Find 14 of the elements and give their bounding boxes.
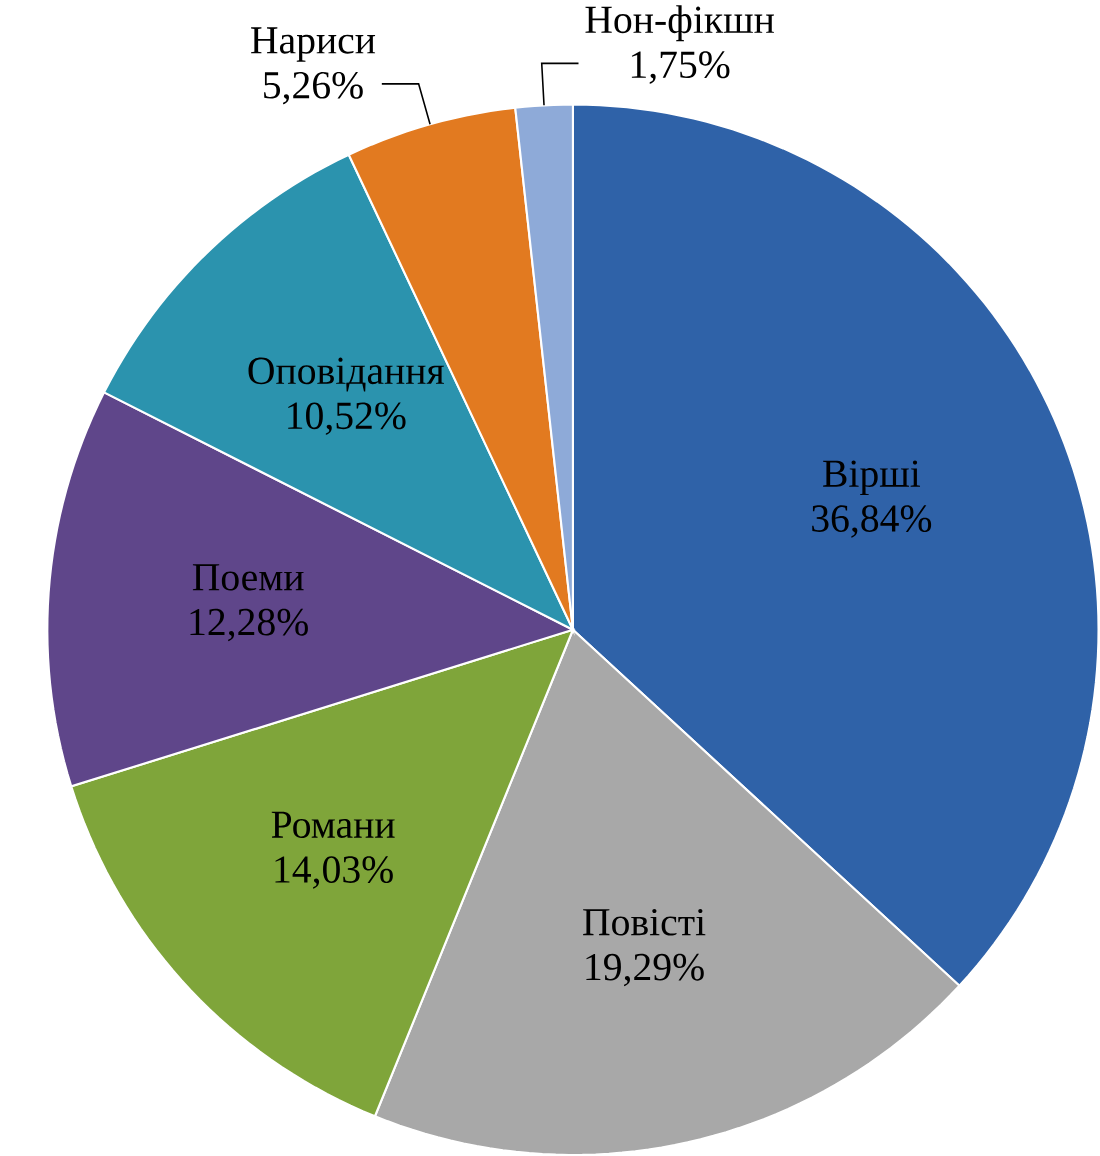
data-label: 36,84% xyxy=(812,505,932,538)
data-label: 19,29% xyxy=(586,953,705,987)
slice-label: Поеми xyxy=(193,564,304,591)
slice-label: Нон-фікшн xyxy=(585,5,775,42)
slice-label: Оповідання xyxy=(248,357,445,392)
data-label: 10,52% xyxy=(288,402,406,435)
slice-label: Нариси xyxy=(251,27,376,62)
data-label: 1,75% xyxy=(632,51,730,84)
data-label: 5,26% xyxy=(264,71,364,105)
data-label: 14,03% xyxy=(275,856,394,889)
slice-label: Романи xyxy=(271,811,395,839)
data-label: 12,28% xyxy=(190,608,309,642)
slice-label: Вірші xyxy=(823,460,921,496)
slice-label: Повісті xyxy=(583,908,706,936)
